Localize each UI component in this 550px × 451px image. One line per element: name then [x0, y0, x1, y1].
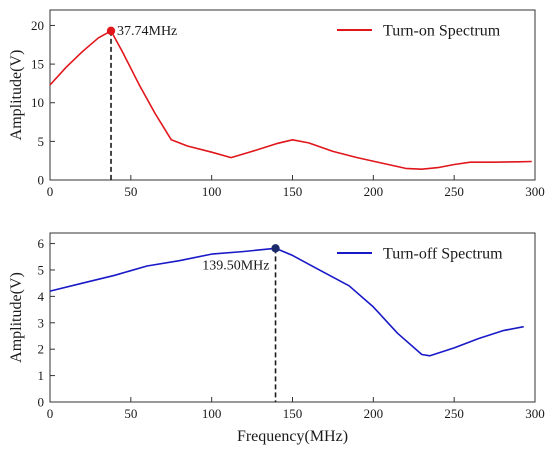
top-y-tick-label: 10: [31, 95, 44, 110]
bottom-y-tick-label: 3: [38, 315, 45, 330]
bottom-x-tick-label: 100: [202, 406, 222, 421]
top-legend-label: Turn-on Spectrum: [383, 23, 501, 40]
bottom-y-tick-label: 2: [38, 342, 45, 357]
top-y-tick-label: 20: [31, 18, 44, 33]
bottom-y-axis-title: Amplitude(V): [8, 272, 25, 363]
top-panel: 0 50 100 150 200 250 300 0 5 10 15 20 Amplitude(V) Tu…: [8, 9, 545, 199]
top-y-tick-label: 5: [38, 134, 45, 149]
bottom-peak-label: 139.50MHz: [202, 258, 269, 273]
bottom-x-tick-label: 150: [283, 406, 303, 421]
top-x-tick-label: 300: [525, 184, 545, 199]
top-x-tick-label: 250: [444, 184, 464, 199]
top-peak-label: 37.74MHz: [117, 24, 177, 39]
bottom-x-tick-label: 50: [124, 406, 137, 421]
bottom-y-tick-label: 5: [38, 262, 45, 277]
bottom-y-tick-label: 6: [38, 236, 45, 251]
bottom-panel: 0 50 100 150 200 250 300 0 1 2 3 4 5 6 Amplitude(V) Fre…: [8, 232, 545, 445]
bottom-y-tick-label: 4: [38, 289, 45, 304]
bottom-series-line: [49, 247, 524, 357]
bottom-x-tick-label: 0: [47, 406, 54, 421]
top-y-tick-label: 15: [31, 57, 44, 72]
bottom-legend-label: Turn-off Spectrum: [383, 246, 503, 263]
bottom-x-tick-label: 300: [525, 406, 545, 421]
bottom-x-tick-label: 200: [364, 406, 384, 421]
top-y-axis-title: Amplitude(V): [8, 50, 25, 141]
top-x-tick-label: 150: [283, 184, 303, 199]
bottom-x-tick-label: 250: [444, 406, 464, 421]
top-x-tick-label: 50: [124, 184, 137, 199]
top-x-tick-label: 200: [364, 184, 384, 199]
top-x-tick-label: 100: [202, 184, 222, 199]
bottom-y-tick-label: 0: [38, 395, 45, 410]
top-x-tick-label: 0: [47, 184, 54, 199]
top-peak-marker: [106, 26, 116, 36]
bottom-x-axis-title: Frequency(MHz): [237, 428, 348, 445]
top-y-tick-label: 0: [38, 173, 45, 188]
top-series-line: [49, 30, 532, 170]
bottom-peak-marker: [271, 244, 280, 253]
bottom-y-tick-label: 1: [38, 368, 45, 383]
